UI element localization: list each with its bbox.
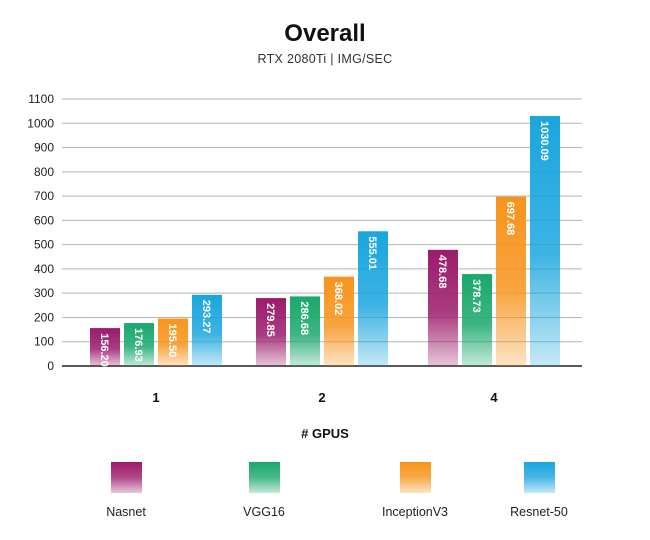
x-tick-label: 1 — [152, 390, 159, 405]
bar-chart: 156.20 176.93 195.50 293.27 279.85 286.68 368.… — [27, 92, 582, 405]
legend-item: VGG16 — [204, 462, 324, 519]
bar-value-label: 378.73 — [470, 279, 482, 313]
y-tick-label: 100 — [34, 335, 54, 349]
y-tick-label: 500 — [34, 238, 54, 252]
bar-resnet-50-2 — [358, 231, 388, 366]
bar-vgg16-2 — [290, 296, 320, 366]
y-tick-label: 900 — [34, 141, 54, 155]
bar-value-label: 478.68 — [436, 255, 448, 289]
bar-value-label: 176.93 — [132, 328, 144, 362]
x-tick-label: 4 — [490, 390, 498, 405]
bar-value-label: 1030.09 — [538, 121, 550, 161]
y-tick-label: 400 — [34, 262, 54, 276]
legend-label: InceptionV3 — [381, 505, 449, 519]
bar-value-label: 195.50 — [166, 324, 178, 358]
legend-item: Nasnet — [66, 462, 186, 519]
legend-swatch — [110, 462, 142, 493]
bar-value-label: 279.85 — [264, 303, 276, 337]
bar-value-label: 286.68 — [298, 301, 310, 335]
bar-value-label: 555.01 — [366, 236, 378, 270]
bar-vgg16-4 — [462, 274, 492, 366]
y-tick-label: 1000 — [27, 116, 54, 130]
legend-item: InceptionV3 — [355, 462, 475, 519]
legend-label: Nasnet — [106, 505, 146, 519]
bar-value-label: 156.20 — [98, 333, 110, 367]
bar-inceptionv3-4 — [496, 196, 526, 366]
y-tick-label: 300 — [34, 286, 54, 300]
bar-nasnet-2 — [256, 298, 286, 366]
bar-inceptionv3-1 — [158, 318, 188, 366]
bar-resnet-50-1 — [192, 294, 222, 366]
legend-swatch — [523, 462, 555, 493]
bar-nasnet-4 — [428, 249, 458, 366]
x-tick-label: 2 — [318, 390, 325, 405]
legend-label: Resnet-50 — [510, 505, 568, 519]
x-axis-label: # GPUS — [301, 426, 349, 441]
y-tick-label: 0 — [47, 359, 54, 373]
bar-resnet-50-4 — [530, 115, 560, 367]
legend-item: Resnet-50 — [479, 462, 599, 519]
bar-value-label: 697.68 — [504, 202, 516, 236]
bar-vgg16-1 — [124, 323, 154, 366]
y-tick-label: 1100 — [28, 92, 54, 106]
bar-value-label: 368.02 — [332, 282, 344, 316]
bar-nasnet-1 — [90, 328, 120, 366]
y-tick-label: 600 — [34, 213, 54, 227]
chart-title: Overall — [284, 20, 366, 47]
y-tick-label: 200 — [34, 310, 54, 324]
bar-inceptionv3-2 — [324, 276, 354, 366]
legend-swatch — [399, 462, 431, 493]
y-tick-label: 700 — [34, 189, 54, 203]
bar-value-label: 293.27 — [200, 300, 212, 334]
y-tick-label: 800 — [34, 165, 54, 179]
legend-swatch — [248, 462, 280, 493]
chart-subtitle: RTX 2080Ti | IMG/SEC — [257, 52, 393, 66]
legend-label: VGG16 — [243, 505, 285, 519]
